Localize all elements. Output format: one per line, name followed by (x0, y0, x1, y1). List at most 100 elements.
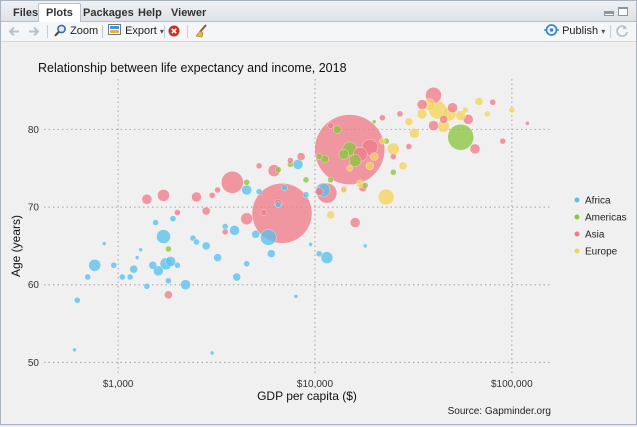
y-tick-label: 50 (28, 358, 40, 369)
point-asia (296, 152, 306, 161)
point-africa (88, 259, 101, 272)
remove-plot-icon[interactable] (168, 25, 180, 40)
point-africa (232, 272, 241, 282)
publish-icon (544, 24, 559, 36)
chart-title: Relationship between life expectancy and… (38, 61, 347, 75)
point-europe (398, 161, 408, 171)
legend-label-africa: Africa (585, 196, 611, 207)
zoom-button[interactable]: Zoom (54, 24, 98, 39)
y-tick-label: 60 (28, 280, 40, 291)
point-asia (201, 206, 211, 216)
point-asia (447, 102, 458, 113)
point-africa (241, 184, 252, 196)
point-asia (251, 183, 313, 244)
point-africa (362, 243, 368, 249)
minimize-pane-icon[interactable] (604, 11, 614, 16)
point-africa (102, 241, 107, 246)
refresh-icon[interactable] (615, 24, 629, 39)
back-arrow-icon[interactable] (8, 26, 20, 41)
point-asia (221, 228, 229, 236)
chevron-down-icon: ▾ (601, 27, 606, 36)
tab-viewer[interactable]: Viewer (171, 7, 207, 19)
zoom-label: Zoom (70, 25, 99, 37)
legend-key-europe (574, 248, 580, 254)
point-asia (214, 186, 221, 194)
point-asia (525, 121, 530, 126)
export-label: Export (125, 25, 157, 37)
point-asia (469, 143, 481, 155)
point-europe (365, 161, 375, 171)
point-asia (255, 162, 263, 170)
point-asia (416, 99, 428, 110)
point-africa (74, 297, 81, 304)
point-africa (201, 241, 211, 251)
tab-files[interactable]: Files (13, 7, 39, 19)
point-africa (229, 225, 240, 236)
toolbar-separator (187, 25, 188, 38)
point-asia (489, 99, 496, 106)
chevron-down-icon: ▾ (159, 27, 164, 36)
point-africa (165, 256, 176, 267)
point-africa (138, 247, 143, 253)
plots-toolbar: Zoom Export ▾ Publish ▾ (1, 22, 636, 42)
toolbar-separator (164, 25, 165, 38)
point-asia (428, 120, 439, 131)
point-americas (338, 149, 350, 160)
point-asia (314, 187, 324, 196)
point-americas (274, 166, 282, 174)
point-asia (208, 192, 216, 199)
tab-plots[interactable]: Plots (38, 3, 81, 22)
point-americas (333, 125, 342, 134)
point-asia (439, 115, 448, 124)
point-africa (274, 201, 282, 209)
point-africa (84, 273, 91, 281)
point-africa (221, 223, 229, 230)
point-europe (462, 106, 469, 114)
point-africa (193, 238, 200, 246)
maximize-pane-icon[interactable] (618, 7, 628, 16)
point-asia (349, 217, 361, 228)
point-asia (327, 122, 334, 129)
point-asia (157, 189, 170, 202)
point-asia (174, 209, 181, 216)
point-asia (396, 110, 404, 118)
point-europe (387, 142, 400, 156)
point-americas (315, 153, 323, 160)
point-europe (377, 188, 395, 206)
tab-packages[interactable]: Packages (83, 7, 134, 19)
broom-icon[interactable] (194, 24, 208, 39)
point-africa (267, 249, 276, 258)
point-africa (251, 230, 260, 239)
point-americas (390, 168, 397, 176)
tab-help[interactable]: Help (138, 7, 162, 19)
point-europe (369, 152, 379, 161)
export-menu-button[interactable]: Export ▾ (108, 24, 164, 39)
point-africa (213, 253, 222, 262)
publish-label: Publish (562, 25, 599, 37)
point-europe (340, 186, 348, 194)
point-asia (379, 114, 386, 122)
x-tick-label: $10,000 (297, 379, 334, 390)
point-europe (379, 137, 386, 145)
legend-label-europe: Europe (585, 247, 618, 258)
point-africa (72, 347, 77, 353)
publish-menu-button[interactable]: Publish ▾ (544, 24, 605, 39)
toolbar-separator (610, 25, 611, 38)
legend-key-asia (574, 231, 580, 237)
point-asia (164, 290, 173, 300)
point-africa (308, 242, 313, 247)
point-europe (455, 110, 466, 121)
point-americas (348, 154, 362, 167)
caption: Source: Gapminder.org (448, 406, 551, 417)
point-americas (447, 123, 474, 151)
forward-arrow-icon[interactable] (28, 26, 40, 41)
point-africa (143, 283, 151, 290)
point-africa (302, 191, 310, 198)
x-axis-ticks: $1,000 $10,000 $100,000 (103, 379, 533, 390)
point-africa (174, 262, 181, 269)
y-tick-label: 70 (28, 203, 40, 214)
point-americas (361, 182, 369, 189)
point-africa (165, 277, 172, 285)
point-africa (119, 273, 126, 281)
